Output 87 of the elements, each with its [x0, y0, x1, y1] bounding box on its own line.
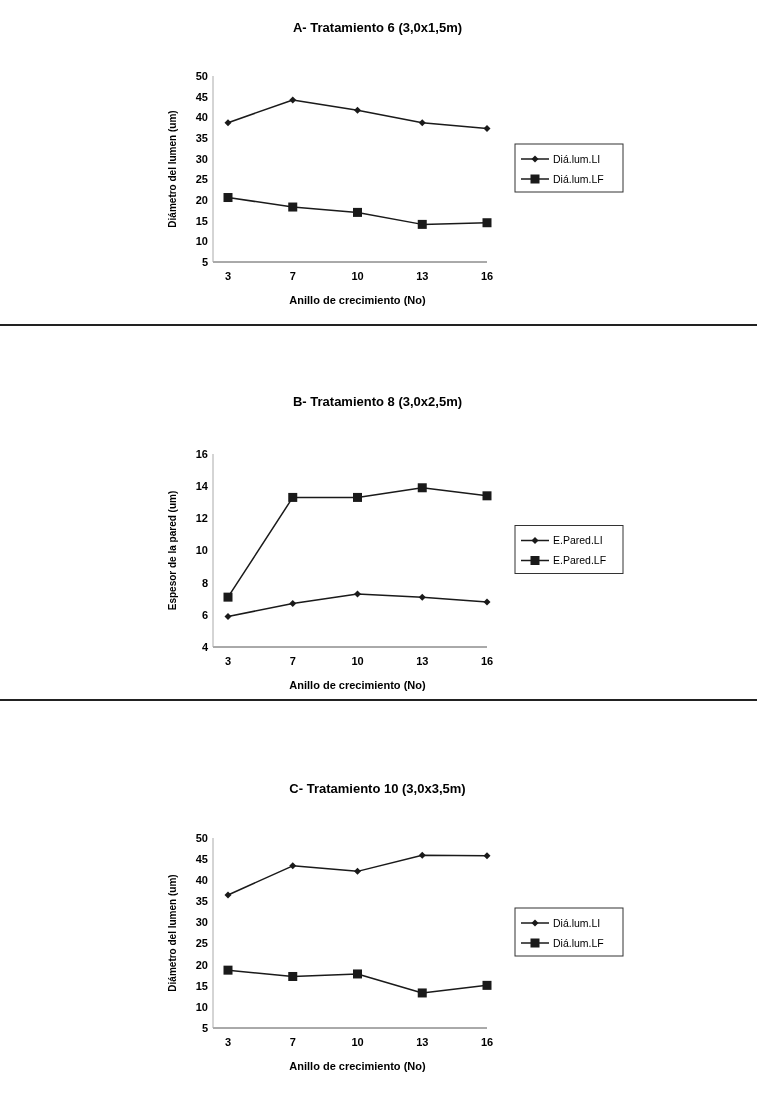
y-tick-label: 15 — [195, 979, 208, 992]
point — [482, 980, 492, 990]
chart-title: A- Tratamiento 6 (3,0x1,5m) — [292, 20, 463, 35]
y-tick-label: 35 — [195, 895, 208, 908]
point — [353, 207, 362, 217]
point — [354, 590, 361, 598]
y-tick-label: 45 — [195, 852, 208, 865]
y-tick-label: 35 — [195, 131, 208, 144]
x-axis-title: Anillo de crecimiento (No) — [289, 294, 426, 306]
point — [288, 971, 298, 981]
y-tick-label: 50 — [195, 69, 208, 82]
point — [224, 891, 232, 899]
y-tick-label: 10 — [195, 235, 208, 248]
point — [289, 600, 297, 608]
legend-label: E.Pared.LI — [553, 534, 603, 547]
point — [482, 491, 492, 501]
point — [483, 598, 491, 606]
y-tick-label: 30 — [195, 152, 208, 165]
point — [353, 969, 362, 979]
point — [354, 867, 361, 875]
x-axis-title: Anillo de crecimiento (No) — [289, 1060, 426, 1072]
x-tick-label: 13 — [416, 1036, 429, 1048]
x-tick-label: 10 — [351, 655, 364, 667]
x-tick-label: 7 — [289, 655, 296, 667]
y-tick-label: 50 — [195, 831, 208, 844]
point — [483, 852, 491, 860]
x-tick-label: 7 — [289, 1036, 296, 1048]
y-tick-label: 20 — [195, 193, 208, 206]
y-tick-label: 14 — [195, 480, 209, 493]
y-tick-label: 40 — [195, 111, 208, 124]
point — [288, 202, 298, 212]
point — [418, 851, 426, 859]
y-tick-label: 5 — [201, 255, 208, 268]
point — [224, 612, 232, 620]
y-axis-title: Diámetro del lumen (um) — [167, 874, 178, 992]
legend-label: Diá.lum.LF — [553, 936, 604, 949]
chart-title: B- Tratamiento 8 (3,0x2,5m) — [292, 394, 463, 409]
y-tick-label: 6 — [201, 608, 208, 621]
x-tick-label: 13 — [416, 655, 429, 667]
y-tick-label: 20 — [195, 958, 208, 971]
x-tick-label: 16 — [480, 1036, 494, 1048]
legend-label: Diá.lum.LI — [553, 152, 601, 165]
y-tick-label: 16 — [195, 447, 208, 460]
y-tick-label: 8 — [201, 576, 208, 589]
point — [223, 193, 233, 203]
x-axis-title: Anillo de crecimiento (No) — [289, 679, 426, 691]
point — [289, 862, 297, 870]
point — [354, 106, 361, 114]
point — [482, 218, 492, 228]
y-axis-title: Diámetro del lumen (um) — [167, 110, 178, 228]
point — [288, 492, 298, 502]
point — [223, 965, 233, 975]
point — [417, 988, 427, 998]
y-tick-label: 25 — [195, 937, 208, 950]
legend-label: Diá.lum.LF — [553, 172, 604, 185]
point — [417, 219, 427, 229]
x-tick-label: 10 — [351, 1036, 364, 1048]
x-tick-label: 3 — [224, 1036, 232, 1048]
point — [353, 492, 362, 502]
y-tick-label: 15 — [195, 214, 208, 227]
point — [483, 124, 491, 132]
y-tick-label: 30 — [195, 916, 208, 929]
point — [223, 592, 233, 602]
y-tick-label: 5 — [201, 1021, 208, 1034]
y-tick-label: 10 — [195, 544, 208, 557]
chart-title: C- Tratamiento 10 (3,0x3,5m) — [289, 781, 466, 796]
point — [417, 483, 427, 493]
x-tick-label: 3 — [224, 270, 232, 282]
y-tick-label: 45 — [195, 90, 208, 103]
legend-label: Diá.lum.LI — [553, 916, 601, 929]
x-tick-label: 16 — [480, 270, 494, 282]
y-tick-label: 40 — [195, 874, 208, 887]
x-tick-label: 3 — [224, 655, 232, 667]
x-tick-label: 13 — [416, 270, 429, 282]
y-tick-label: 25 — [195, 173, 208, 186]
y-axis-title: Espesor de la pared (um) — [167, 490, 178, 611]
point — [224, 119, 232, 127]
point — [418, 119, 426, 127]
x-tick-label: 16 — [480, 655, 494, 667]
x-tick-label: 7 — [289, 270, 296, 282]
y-tick-label: 12 — [195, 512, 208, 525]
point — [289, 96, 297, 104]
y-tick-label: 4 — [201, 640, 209, 653]
y-tick-label: 10 — [195, 1000, 208, 1013]
legend-label: E.Pared.LF — [553, 554, 607, 567]
point — [418, 593, 426, 601]
x-tick-label: 10 — [351, 270, 364, 282]
